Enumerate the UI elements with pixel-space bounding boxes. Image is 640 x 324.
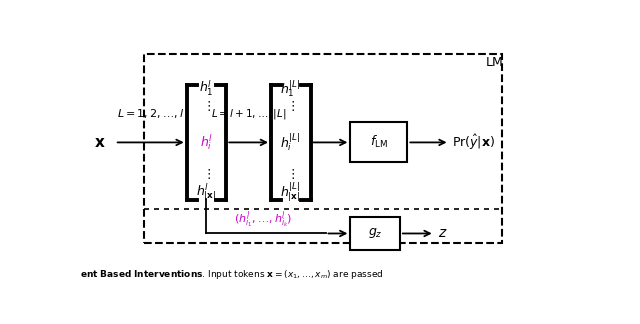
Text: $(h_{i_1}^l,\ldots,h_{i_k}^l)$: $(h_{i_1}^l,\ldots,h_{i_k}^l)$: [234, 209, 292, 230]
Text: $\mathrm{Pr}(\hat{y}|\mathbf{x})$: $\mathrm{Pr}(\hat{y}|\mathbf{x})$: [452, 133, 495, 152]
Text: $h_i^{|L|}$: $h_i^{|L|}$: [280, 132, 301, 153]
Text: $h_{|\mathbf{x}|}^l$: $h_{|\mathbf{x}|}^l$: [196, 181, 217, 203]
Text: $\mathbf{x}$: $\mathbf{x}$: [94, 135, 106, 150]
Text: $L=1,2,\ldots,l$: $L=1,2,\ldots,l$: [117, 107, 184, 120]
Text: LM: LM: [485, 56, 503, 69]
Text: $\vdots$: $\vdots$: [202, 167, 211, 180]
Text: $\vdots$: $\vdots$: [286, 99, 295, 113]
Text: $\vdots$: $\vdots$: [286, 167, 295, 180]
Text: $\vdots$: $\vdots$: [202, 99, 211, 113]
Text: $g_z$: $g_z$: [368, 226, 383, 240]
Bar: [350, 217, 400, 250]
Text: $h_{|\mathbf{x}|}^{|L|}$: $h_{|\mathbf{x}|}^{|L|}$: [280, 180, 301, 204]
Text: $L=l+1,\ldots,|L|$: $L=l+1,\ldots,|L|$: [211, 107, 286, 121]
Text: $h_i^l$: $h_i^l$: [200, 133, 213, 152]
Text: $\mathbf{ent\ Based\ Interventions}$. Input tokens $\mathbf{x}=(x_1,\ldots,x_m)$: $\mathbf{ent\ Based\ Interventions}$. In…: [80, 268, 383, 281]
Bar: [350, 122, 408, 162]
Text: $f_{\mathrm{LM}}$: $f_{\mathrm{LM}}$: [370, 134, 388, 150]
Text: $z$: $z$: [438, 226, 448, 240]
Text: $h_1^l$: $h_1^l$: [199, 79, 214, 98]
Bar: [145, 54, 502, 243]
Text: $h_1^{|L|}$: $h_1^{|L|}$: [280, 78, 301, 99]
